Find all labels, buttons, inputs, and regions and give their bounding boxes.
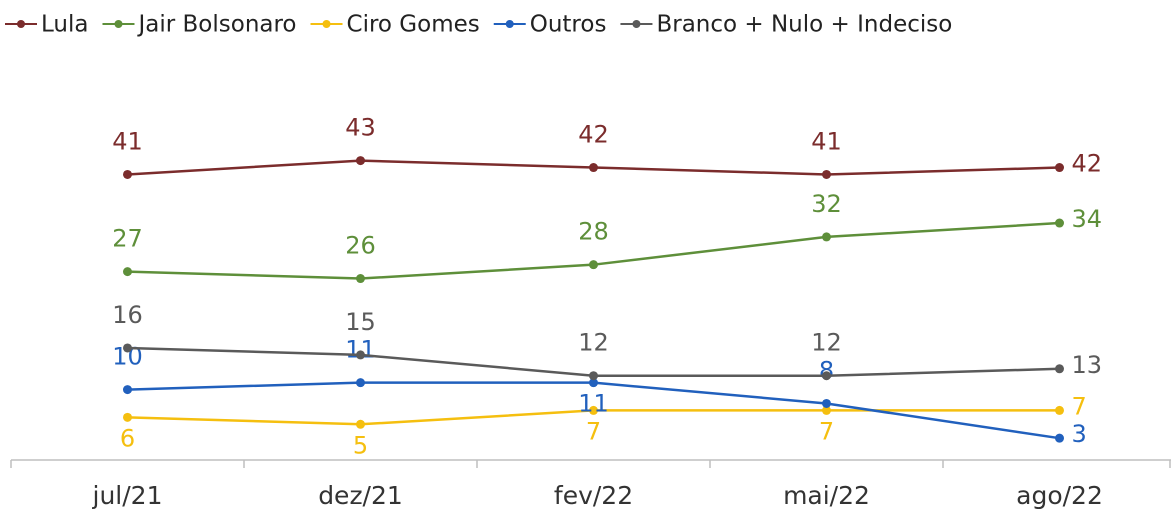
legend-label: Branco + Nulo + Indeciso	[656, 12, 952, 38]
data-point	[1055, 433, 1064, 443]
x-tick-label: fev/22	[554, 481, 633, 510]
data-point	[1055, 364, 1064, 374]
data-point	[123, 412, 132, 422]
data-point	[589, 405, 598, 415]
data-point	[589, 371, 598, 381]
legend-marker	[114, 20, 123, 28]
data-label: 8	[819, 356, 834, 384]
data-point	[822, 405, 831, 415]
data-label: 42	[1072, 150, 1103, 178]
data-label: 6	[120, 424, 135, 452]
data-point	[356, 419, 365, 429]
legend-label: Jair Bolsonaro	[136, 12, 296, 38]
legend-label: Outros	[530, 12, 607, 38]
x-tick-label: jul/21	[92, 481, 163, 510]
data-point	[356, 156, 365, 166]
legend-item: Jair Bolsonaro	[102, 12, 297, 38]
legend-item: Lula	[5, 12, 88, 38]
legend-item: Ciro Gomes	[310, 12, 480, 38]
legend-item: Outros	[493, 12, 607, 38]
data-label: 41	[112, 127, 143, 155]
data-point	[356, 378, 365, 388]
legend-marker	[505, 20, 514, 28]
x-tick-label: dez/21	[318, 481, 403, 510]
data-label: 32	[811, 190, 842, 218]
data-point	[356, 350, 365, 360]
data-label: 12	[811, 329, 842, 357]
data-label: 5	[353, 431, 368, 459]
data-point	[356, 274, 365, 284]
data-label: 15	[345, 308, 376, 336]
x-tick-label: ago/22	[1016, 481, 1103, 510]
legend-marker	[17, 20, 25, 28]
data-label: 11	[345, 336, 376, 364]
data-point	[822, 371, 831, 381]
data-label: 34	[1072, 205, 1103, 233]
data-label: 7	[586, 417, 601, 445]
data-point	[1055, 163, 1064, 173]
data-point	[123, 267, 132, 277]
data-label: 41	[811, 127, 842, 155]
data-point	[123, 169, 132, 179]
legend-marker	[322, 20, 331, 28]
data-point	[123, 385, 132, 395]
data-label: 27	[112, 225, 143, 253]
data-label: 7	[819, 417, 834, 445]
legend-label: Ciro Gomes	[347, 12, 480, 38]
data-point	[1055, 405, 1064, 415]
data-label: 28	[578, 218, 609, 246]
data-label: 42	[578, 121, 609, 149]
data-label: 13	[1072, 351, 1103, 379]
legend-label: Lula	[41, 12, 88, 38]
data-label: 26	[345, 232, 376, 260]
data-point	[589, 260, 598, 270]
legend-item: Branco + Nulo + Indeciso	[620, 12, 952, 38]
data-point	[589, 378, 598, 388]
data-label: 16	[112, 301, 143, 329]
data-point	[123, 343, 132, 353]
legend-marker	[632, 20, 641, 28]
data-point	[589, 163, 598, 173]
data-label: 7	[1072, 392, 1087, 420]
x-tick-label: mai/22	[783, 481, 870, 510]
data-label: 11	[578, 390, 609, 418]
data-point	[822, 169, 831, 179]
data-label: 3	[1072, 420, 1087, 448]
data-point	[1055, 218, 1064, 228]
data-point	[822, 232, 831, 242]
data-label: 12	[578, 329, 609, 357]
data-label: 43	[345, 114, 376, 142]
data-point	[822, 398, 831, 408]
